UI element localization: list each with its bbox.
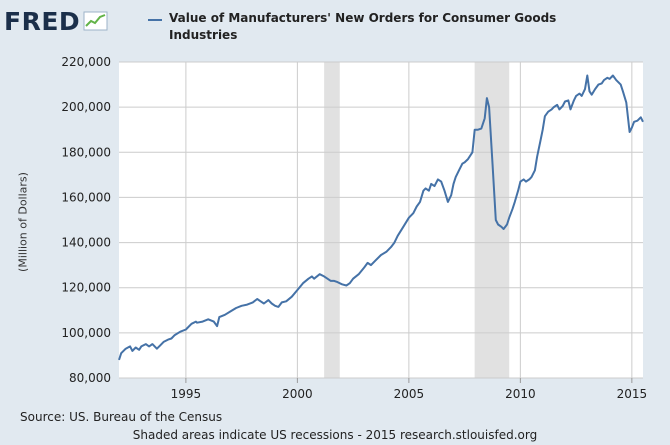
x-tick-label: 2005 [394,387,425,401]
y-tick-label: 120,000 [61,281,111,295]
chart-legend: Value of Manufacturers' New Orders for C… [148,10,648,44]
x-tick-label: 2015 [617,387,648,401]
x-tick-label: 1995 [171,387,202,401]
y-tick-label: 220,000 [61,55,111,69]
x-tick-label: 2000 [282,387,313,401]
x-tick-label: 2010 [505,387,536,401]
axis-ticks: 80,000 100,000 120,000 140,000 160,000 180,00… [61,55,647,401]
series-layer [118,74,644,361]
y-tick-label: 80,000 [69,371,111,385]
recession-band-1 [324,62,340,378]
plot-area [119,62,643,378]
legend-swatch [148,19,162,21]
recession-band-2 [474,62,510,378]
trend-line-icon [83,11,108,31]
fred-logo-text: FRED [4,6,81,36]
y-tick-label: 180,000 [61,145,111,159]
grid-lines [119,61,643,379]
footer-note: Shaded areas indicate US recessions - 20… [132,428,538,442]
legend-label: Value of Manufacturers' New Orders for C… [169,11,557,42]
y-tick-label: 200,000 [61,100,111,114]
y-tick-label: 100,000 [61,326,111,340]
source-note: Source: US. Bureau of the Census [20,410,223,424]
recession-shading [324,62,510,378]
y-tick-label: 160,000 [61,190,111,204]
fred-logo[interactable]: FRED [4,4,109,38]
y-tick-label: 140,000 [61,236,111,250]
series-line-1 [118,74,644,361]
